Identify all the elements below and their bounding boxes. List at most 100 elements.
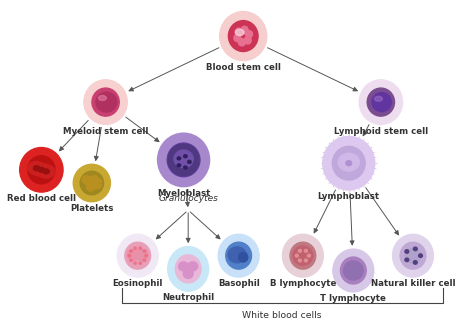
- Text: White blood cells: White blood cells: [242, 311, 322, 320]
- Ellipse shape: [177, 157, 181, 160]
- Text: T lymphocyte: T lymphocyte: [320, 294, 386, 303]
- Ellipse shape: [405, 248, 420, 263]
- Text: Lymphoid stem cell: Lymphoid stem cell: [334, 127, 428, 136]
- Ellipse shape: [92, 88, 119, 116]
- Text: Basophil: Basophil: [218, 279, 260, 288]
- Text: Blood stem cell: Blood stem cell: [206, 63, 281, 72]
- Ellipse shape: [234, 34, 241, 42]
- Ellipse shape: [372, 93, 392, 112]
- Ellipse shape: [128, 254, 131, 257]
- Ellipse shape: [405, 250, 409, 253]
- Text: Red blood cell: Red blood cell: [7, 194, 76, 203]
- Ellipse shape: [167, 143, 200, 177]
- Ellipse shape: [419, 254, 422, 257]
- Ellipse shape: [374, 96, 383, 101]
- Ellipse shape: [346, 161, 352, 166]
- Ellipse shape: [400, 242, 426, 269]
- Ellipse shape: [157, 133, 210, 186]
- Ellipse shape: [183, 166, 187, 169]
- Ellipse shape: [174, 150, 193, 168]
- Ellipse shape: [86, 182, 95, 191]
- Ellipse shape: [139, 247, 142, 249]
- Ellipse shape: [304, 249, 308, 252]
- Ellipse shape: [136, 249, 148, 260]
- Ellipse shape: [134, 262, 137, 264]
- Text: Natural killer cell: Natural killer cell: [371, 279, 455, 288]
- Ellipse shape: [246, 31, 253, 38]
- Ellipse shape: [33, 163, 50, 176]
- Ellipse shape: [298, 249, 301, 252]
- Ellipse shape: [82, 176, 92, 185]
- Text: Neutrophil: Neutrophil: [162, 293, 214, 302]
- Ellipse shape: [219, 12, 267, 61]
- Text: Myeloid stem cell: Myeloid stem cell: [63, 127, 148, 136]
- Ellipse shape: [293, 246, 313, 265]
- Ellipse shape: [405, 258, 409, 262]
- Ellipse shape: [228, 247, 246, 263]
- Ellipse shape: [88, 180, 101, 188]
- Ellipse shape: [177, 164, 181, 167]
- Text: Platelets: Platelets: [70, 204, 114, 213]
- Ellipse shape: [290, 242, 316, 269]
- Ellipse shape: [228, 21, 258, 52]
- Ellipse shape: [283, 234, 323, 277]
- Ellipse shape: [143, 250, 146, 252]
- Ellipse shape: [175, 255, 201, 283]
- Ellipse shape: [43, 169, 49, 174]
- Ellipse shape: [33, 166, 40, 170]
- Ellipse shape: [128, 249, 139, 260]
- Ellipse shape: [129, 259, 132, 261]
- Ellipse shape: [37, 165, 55, 178]
- Ellipse shape: [73, 164, 110, 202]
- Ellipse shape: [89, 176, 98, 183]
- Ellipse shape: [295, 254, 298, 257]
- Ellipse shape: [238, 252, 248, 262]
- Ellipse shape: [168, 144, 199, 176]
- Ellipse shape: [91, 179, 102, 184]
- Ellipse shape: [80, 171, 103, 195]
- Ellipse shape: [308, 254, 310, 257]
- Ellipse shape: [236, 29, 244, 36]
- Ellipse shape: [38, 167, 45, 172]
- Ellipse shape: [413, 247, 417, 251]
- Ellipse shape: [125, 242, 151, 269]
- Ellipse shape: [99, 96, 106, 101]
- Ellipse shape: [183, 269, 193, 278]
- Ellipse shape: [298, 259, 301, 262]
- Ellipse shape: [27, 162, 46, 175]
- Ellipse shape: [143, 259, 146, 261]
- Ellipse shape: [145, 254, 147, 257]
- Ellipse shape: [338, 153, 359, 171]
- Ellipse shape: [96, 92, 117, 112]
- Ellipse shape: [226, 242, 252, 269]
- Ellipse shape: [117, 234, 158, 277]
- Ellipse shape: [134, 247, 137, 249]
- Ellipse shape: [129, 250, 132, 252]
- Ellipse shape: [332, 147, 365, 180]
- Ellipse shape: [359, 80, 402, 125]
- Ellipse shape: [304, 259, 308, 262]
- Ellipse shape: [27, 156, 55, 184]
- Text: Lymphoblast: Lymphoblast: [318, 192, 380, 201]
- Ellipse shape: [188, 262, 198, 271]
- Ellipse shape: [392, 234, 433, 277]
- Ellipse shape: [241, 26, 248, 34]
- Ellipse shape: [333, 249, 374, 292]
- Ellipse shape: [235, 28, 242, 35]
- Text: Myeloblast: Myeloblast: [157, 189, 210, 198]
- Ellipse shape: [84, 80, 128, 125]
- Ellipse shape: [340, 257, 366, 284]
- Ellipse shape: [344, 261, 363, 280]
- Text: B lymphocyte: B lymphocyte: [270, 279, 336, 288]
- Text: Eosinophil: Eosinophil: [112, 279, 163, 288]
- Ellipse shape: [413, 261, 417, 264]
- Ellipse shape: [179, 262, 189, 271]
- Ellipse shape: [367, 88, 394, 116]
- Ellipse shape: [188, 161, 191, 164]
- Ellipse shape: [323, 137, 375, 190]
- Ellipse shape: [238, 39, 246, 46]
- Ellipse shape: [168, 246, 209, 291]
- Text: Granulocytes: Granulocytes: [158, 194, 218, 203]
- Ellipse shape: [244, 37, 251, 44]
- Ellipse shape: [20, 148, 63, 192]
